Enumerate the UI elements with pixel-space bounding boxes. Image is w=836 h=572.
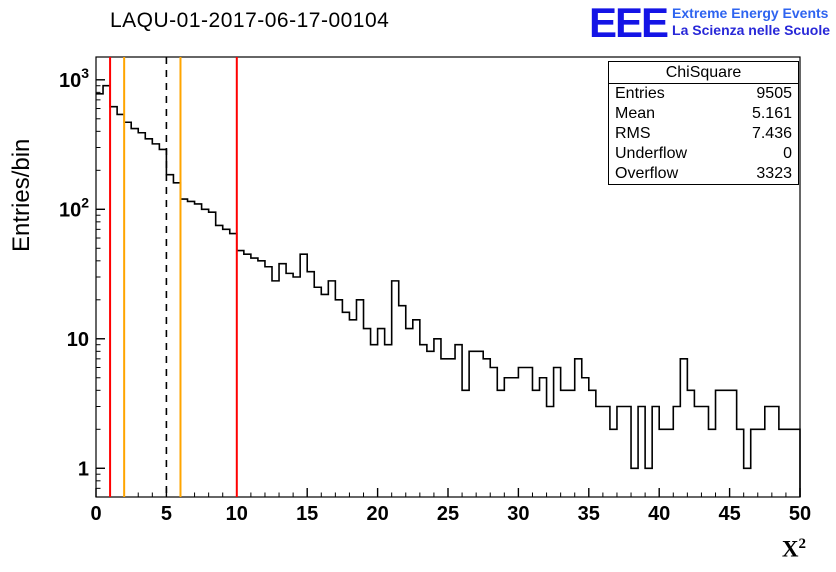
stats-row-underflow: Underflow 0 (609, 144, 798, 164)
x-tick-label: 50 (789, 503, 811, 525)
y-tick-label: 103 (59, 65, 89, 92)
stats-value: 5.161 (751, 105, 792, 122)
x-axis-title-base: X (781, 536, 799, 562)
stats-value: 3323 (756, 165, 792, 182)
x-tick-label: 5 (161, 503, 172, 525)
eee-logo-taglines: Extreme Energy Events La Scienza nelle S… (672, 3, 830, 39)
stats-value: 9505 (756, 85, 792, 102)
x-tick-label: 25 (437, 503, 459, 525)
stats-value: 0 (783, 145, 792, 162)
x-tick-label: 15 (296, 503, 318, 525)
eee-logo-text: EEE (589, 0, 669, 46)
plot-title: LAQU-01-2017-06-17-00104 (110, 9, 390, 32)
x-tick-label: 0 (90, 503, 101, 525)
stats-row-entries: Entries 9505 (609, 84, 798, 104)
stats-label: RMS (615, 125, 651, 142)
stats-box-title: ChiSquare (609, 62, 798, 84)
x-tick-label: 35 (578, 503, 600, 525)
stats-label: Underflow (615, 145, 688, 162)
stats-box: ChiSquare Entries 9505 Mean 5.161 RMS 7.… (608, 61, 799, 185)
x-tick-label: 45 (718, 503, 740, 525)
x-axis-title: X2 (782, 536, 806, 563)
stats-label: Overflow (615, 165, 679, 182)
y-tick-label: 10 (67, 329, 89, 351)
stats-label: Entries (615, 85, 665, 102)
x-tick-label: 40 (648, 503, 670, 525)
y-axis-title: Entries/bin (8, 138, 35, 252)
stats-row-overflow: Overflow 3323 (609, 164, 798, 184)
histogram-step (96, 84, 801, 497)
x-tick-label: 10 (226, 503, 248, 525)
stats-label: Mean (615, 105, 656, 122)
x-tick-label: 20 (366, 503, 388, 525)
y-tick-label: 1 (78, 458, 89, 480)
stats-row-rms: RMS 7.436 (609, 124, 798, 144)
x-axis-title-exponent: 2 (798, 536, 807, 552)
logo-tagline-1: Extreme Energy Events (672, 5, 829, 21)
x-tick-label: 30 (507, 503, 529, 525)
y-tick-label: 102 (59, 194, 89, 221)
stats-row-mean: Mean 5.161 (609, 104, 798, 124)
eee-logo: EEE Extreme Energy Events La Scienza nel… (589, 0, 830, 46)
stats-value: 7.436 (751, 125, 792, 142)
logo-tagline-2: La Scienza nelle Scuole (672, 22, 830, 38)
